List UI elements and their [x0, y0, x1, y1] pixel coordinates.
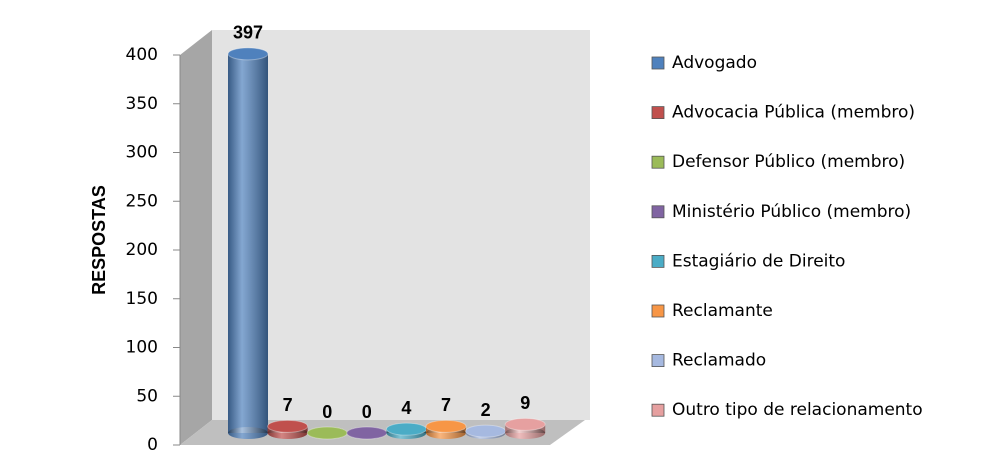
legend-swatch	[651, 56, 665, 70]
bar-top	[385, 422, 427, 436]
legend-swatch	[651, 403, 665, 417]
data-label: 2	[481, 400, 491, 420]
legend-swatch	[651, 254, 665, 268]
bar-top	[227, 47, 269, 61]
y-tick-label: 300	[126, 143, 158, 163]
bar-top	[504, 417, 546, 431]
legend-swatch	[651, 304, 665, 318]
legend-label: Outro tipo de relacionamento	[672, 400, 923, 420]
legend-label: Reclamado	[672, 351, 766, 371]
data-label: 0	[362, 402, 372, 422]
legend-label: Estagiário de Direito	[672, 251, 845, 271]
back-wall	[212, 30, 590, 420]
y-tick-label: 50	[136, 386, 158, 406]
legend-label: Advogado	[672, 53, 757, 73]
y-tick-label: 400	[126, 45, 158, 65]
y-tick-label: 100	[126, 338, 158, 358]
legend-label: Advocacia Pública (membro)	[672, 103, 915, 123]
data-label: 7	[283, 395, 293, 415]
y-tick-label: 350	[126, 94, 158, 114]
legend-swatch	[651, 155, 665, 169]
data-label: 0	[322, 402, 332, 422]
y-axis-title: RESPOSTAS	[89, 185, 109, 295]
data-label: 4	[401, 398, 411, 418]
legend-label: Defensor Público (membro)	[672, 152, 905, 172]
bar-shade-base	[228, 427, 268, 439]
data-label: 397	[233, 23, 263, 43]
y-tick-label: 250	[126, 191, 158, 211]
bar-shade-base	[505, 427, 546, 439]
bar-top	[346, 426, 388, 440]
legend-swatch	[651, 106, 665, 119]
data-label: 7	[441, 395, 451, 415]
legend-swatch	[651, 205, 665, 219]
legend-swatch	[651, 354, 665, 368]
bar-top	[465, 424, 507, 438]
bar-top	[267, 419, 309, 433]
legend-label: Ministério Público (membro)	[672, 202, 911, 222]
y-tick-label: 0	[147, 435, 158, 453]
side-wall	[180, 30, 212, 445]
y-tick-label: 150	[126, 289, 158, 309]
bar-top	[425, 419, 467, 433]
y-tick-label: 200	[126, 240, 158, 260]
bar-top	[306, 426, 348, 440]
data-label: 9	[520, 393, 530, 413]
bar-shade	[228, 53, 268, 434]
legend-label: Reclamante	[672, 301, 773, 321]
